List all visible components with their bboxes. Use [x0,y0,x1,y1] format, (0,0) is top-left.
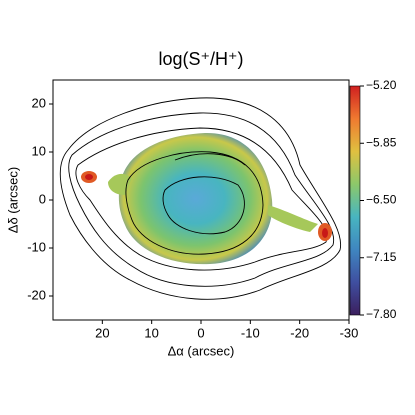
y-tick-label: 10 [32,143,46,158]
colorbar-tick-label: −7.80 [366,307,397,321]
colorbar-tick-label: −5.20 [366,78,397,92]
colorbar-tick-label: −7.15 [366,250,397,264]
chart-title: log(S⁺/H⁺) [158,49,243,69]
x-tick-label: 10 [144,325,158,340]
x-tick-label: -30 [340,325,359,340]
y-tick-label: 0 [39,191,46,206]
colorbar-tick-label: −6.50 [366,193,397,207]
colorbar [349,85,361,316]
y-tick-label: 20 [32,95,46,110]
colorbar-tick-label: −5.85 [366,135,397,149]
nebula-image [59,97,342,300]
x-tick-label: -10 [241,325,260,340]
x-tick-label: 0 [197,325,204,340]
y-axis-label: Δδ (arcsec) [5,167,20,233]
x-axis-label: Δα (arcsec) [168,343,235,358]
y-tick-label: -10 [27,239,46,254]
x-tick-label: -20 [290,325,309,340]
x-tick-label: 20 [95,325,109,340]
y-tick-label: -20 [27,287,46,302]
